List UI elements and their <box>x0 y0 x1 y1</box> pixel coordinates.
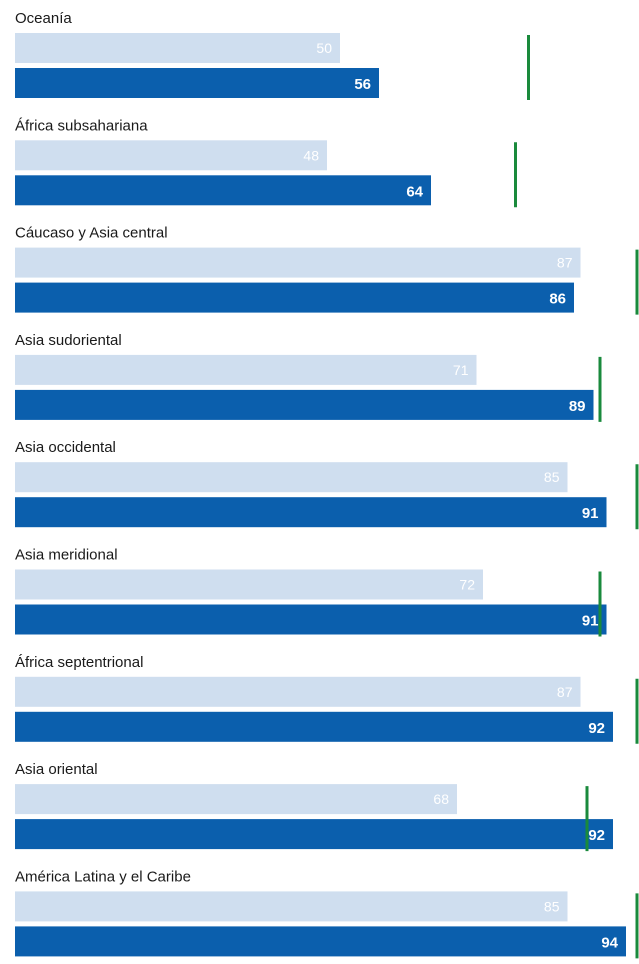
bar-light <box>15 569 483 600</box>
region-label: África subsahariana <box>15 117 148 134</box>
bar-light-value: 48 <box>303 147 319 163</box>
bar-light-value: 87 <box>557 255 573 271</box>
region-label: América Latina y el Caribe <box>15 868 191 885</box>
bar-dark-value: 86 <box>549 291 566 308</box>
bar-light <box>15 891 568 922</box>
bar-light <box>15 784 457 815</box>
bar-dark <box>15 389 594 420</box>
bar-light-value: 72 <box>459 577 475 593</box>
bar-dark <box>15 497 607 528</box>
bar-dark <box>15 604 607 635</box>
bar-light-value: 68 <box>433 791 449 807</box>
bar-light <box>15 140 327 171</box>
region-label: Oceanía <box>15 10 72 27</box>
bar-light <box>15 462 568 493</box>
bar-light-value: 85 <box>544 898 560 914</box>
bar-dark <box>15 282 574 313</box>
bar-dark-value: 89 <box>569 398 586 415</box>
bar-dark-value: 91 <box>582 505 599 522</box>
bar-light <box>15 676 581 707</box>
bar-light <box>15 33 340 63</box>
bar-light-value: 85 <box>544 469 560 485</box>
bar-light <box>15 354 477 385</box>
bar-dark <box>15 175 431 206</box>
bar-dark-value: 94 <box>601 934 618 951</box>
bar-dark-value: 91 <box>582 613 599 630</box>
bar-dark <box>15 711 613 742</box>
region-label: Asia occidental <box>15 439 116 456</box>
region-label: Asia meridional <box>15 547 118 564</box>
bar-dark <box>15 926 626 957</box>
region-label: Asia sudoriental <box>15 332 122 349</box>
bar-dark-value: 92 <box>588 827 605 844</box>
bar-light <box>15 247 581 278</box>
region-label: África septentrional <box>15 654 143 671</box>
bar-dark-value: 92 <box>588 720 605 737</box>
region-label: Asia oriental <box>15 761 98 778</box>
bar-dark <box>15 819 613 850</box>
bar-dark-value: 56 <box>354 76 371 93</box>
bar-light-value: 87 <box>557 684 573 700</box>
region-label: Cáucaso y Asia central <box>15 225 168 242</box>
bar-dark <box>15 68 379 98</box>
bar-light-value: 50 <box>316 40 332 56</box>
bar-dark-value: 64 <box>406 183 423 200</box>
bar-light-value: 71 <box>453 362 469 378</box>
